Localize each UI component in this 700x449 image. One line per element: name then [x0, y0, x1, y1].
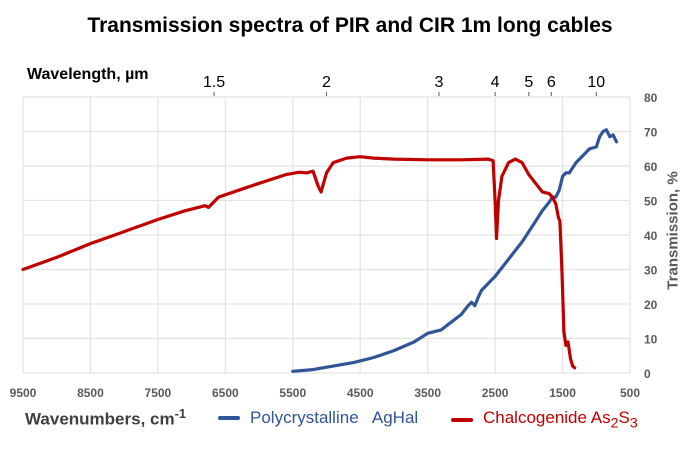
y-tick-label: 10 [644, 333, 658, 347]
top-tick-label: 5 [524, 74, 533, 91]
top-axis-label: Wavelength, µm [27, 66, 149, 83]
x-axis-label-sup: -1 [174, 406, 187, 421]
x-tick-label: 500 [620, 386, 640, 400]
legend-label-as2s3: Chalcogenide As2S3 [483, 408, 638, 431]
legend-label-agha: Polycrystalline AgHal [250, 408, 419, 427]
series-line-as2s3 [21, 155, 577, 370]
top-tick-label: 4 [491, 74, 500, 91]
legend-item-agha: Polycrystalline AgHal [218, 408, 418, 428]
legend-item-as2s3: Chalcogenide As2S3 [451, 408, 638, 431]
y-tick-label: 60 [644, 160, 658, 174]
top-tick-label: 3 [434, 74, 443, 91]
x-tick-label: 5500 [279, 386, 306, 400]
y-tick-label: 0 [644, 367, 651, 381]
top-tick-label: 2 [322, 74, 331, 91]
y-tick-label: 80 [644, 91, 658, 105]
top-tick-label: 10 [587, 74, 605, 91]
y-tick-label: 40 [644, 229, 658, 243]
chart-title: Transmission spectra of PIR and CIR 1m l… [87, 14, 613, 37]
x-tick-label: 7500 [145, 386, 172, 400]
x-tick-label: 9500 [10, 386, 37, 400]
legend-swatch-agha [218, 416, 240, 420]
y-tick-label: 70 [644, 126, 658, 140]
legend-text: Chalcogenide As [483, 408, 611, 427]
y-tick-label: 20 [644, 298, 658, 312]
x-tick-label: 1500 [549, 386, 576, 400]
legend-sub: 3 [629, 415, 638, 432]
x-tick-label: 3500 [414, 386, 441, 400]
top-tick-label: 1.5 [203, 74, 225, 91]
x-tick-label: 2500 [482, 386, 509, 400]
series-line-agha [291, 128, 619, 373]
legend-swatch-as2s3 [451, 417, 473, 422]
x-tick-label: 8500 [77, 386, 104, 400]
x-axis-label-text: Wavenumbers, cm [25, 409, 175, 429]
legend-text: S [618, 408, 630, 427]
x-tick-label: 6500 [212, 386, 239, 400]
x-tick-label: 4500 [347, 386, 374, 400]
legend-sub: 2 [610, 415, 619, 432]
y-tick-label: 30 [644, 264, 658, 278]
top-tick-label: 6 [547, 74, 556, 91]
y-tick-label: 50 [644, 195, 658, 209]
x-axis-label: Wavenumbers, cm-1 [25, 406, 186, 430]
